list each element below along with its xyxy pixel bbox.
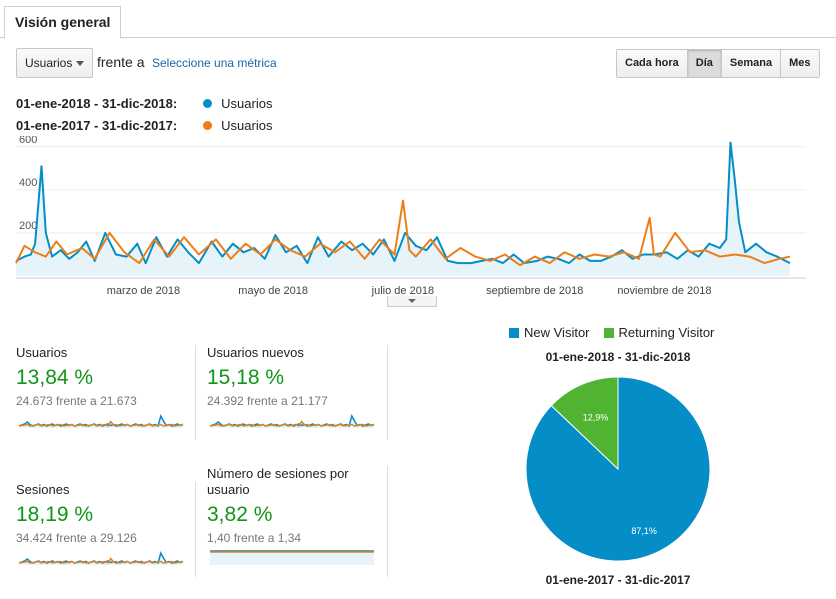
pie-title-current: 01-ene-2018 - 31-dic-2018 [545, 350, 691, 364]
series-area-0 [16, 142, 790, 276]
tile-users[interactable]: Usuarios 13,84 % 24.673 frente a 21.673 [16, 345, 188, 437]
month-button[interactable]: Mes [781, 50, 819, 77]
x-tick-label: mayo de 2018 [238, 285, 308, 297]
y-tick-label: 200 [19, 220, 37, 232]
tile-comparison: 24.392 frente a 21.177 [207, 394, 328, 408]
pie-legend-new[interactable]: New Visitor [524, 325, 590, 340]
series-line-1 [15, 199, 791, 267]
sparkline [18, 414, 184, 428]
tile-value: 15,18 % [207, 366, 285, 389]
series-line-0 [15, 141, 791, 265]
tile-comparison: 24.673 frente a 21.673 [16, 394, 137, 408]
tile-new-users[interactable]: Usuarios nuevos 15,18 % 24.392 frente a … [207, 345, 379, 437]
legend-swatch-icon [603, 327, 614, 338]
granularity-selector: Cada hora Día Semana Mes [616, 49, 820, 78]
pie-slice-label: 12,9% [583, 413, 609, 423]
y-tick-label: 600 [19, 136, 37, 146]
sparkline-previous [18, 557, 184, 565]
metric-select-value: Usuarios [25, 56, 73, 70]
divider [387, 345, 388, 440]
divider [195, 482, 196, 577]
divider [387, 466, 388, 577]
tile-comparison: 1,40 frente a 1,34 [207, 531, 302, 545]
y-tick-label: 400 [19, 177, 37, 189]
pie-slice-label: 87,1% [631, 526, 657, 536]
x-tick-label: noviembre de 2018 [617, 285, 711, 297]
series-dot-icon [203, 99, 213, 108]
sparkline-previous [209, 420, 375, 428]
sparkline [209, 414, 375, 428]
week-button[interactable]: Semana [721, 50, 782, 77]
tile-value: 13,84 % [16, 366, 94, 389]
tile-value: 18,19 % [16, 503, 94, 526]
legend-previous-period: 01-ene-2017 - 31-dic-2017: Usuarios [16, 118, 272, 133]
users-line-chart: 600 400 200 marzo de 2018 mayo de 2018 julio … [15, 136, 806, 297]
legend-swatch-icon [509, 327, 519, 338]
x-tick-label: julio de 2018 [371, 285, 434, 297]
pie-legend: New Visitor Returning Visitor [509, 325, 714, 340]
pie-slice-returning-visitor[interactable] [550, 376, 619, 471]
sparkline-previous [18, 420, 184, 428]
select-metric-link[interactable]: Seleccione una métrica [152, 56, 277, 70]
tile-sessions[interactable]: Sesiones 18,19 % 34.424 frente a 29.126 [16, 482, 188, 574]
hourly-button[interactable]: Cada hora [617, 50, 688, 77]
legend-series: Usuarios [221, 118, 273, 133]
tab-overview[interactable]: Visión general [4, 6, 122, 39]
tile-label: Sesiones [16, 482, 70, 497]
pie-legend-returning[interactable]: Returning Visitor [618, 325, 715, 340]
legend-current-period: 01-ene-2018 - 31-dic-2018: Usuarios [16, 96, 272, 111]
pie-title-previous: 01-ene-2017 - 31-dic-2017 [545, 573, 691, 587]
series-dot-icon [203, 121, 213, 130]
divider [195, 345, 196, 440]
day-button[interactable]: Día [687, 50, 722, 77]
sparkline [18, 551, 184, 565]
sparkline-area [210, 551, 374, 565]
x-tick-label: septiembre de 2018 [486, 285, 583, 297]
tab-bar: Visión general [0, 0, 836, 39]
chevron-down-icon [76, 61, 84, 66]
legend-series: Usuarios [221, 96, 273, 111]
metric-select[interactable]: Usuarios [16, 48, 93, 78]
tile-label: Usuarios nuevos [207, 345, 304, 360]
legend-range: 01-ene-2018 - 31-dic-2018: [16, 96, 178, 111]
tile-label: Usuarios [16, 345, 68, 360]
collapse-chart-handle[interactable] [387, 296, 437, 307]
vs-label: frente a [97, 54, 145, 70]
x-tick-label: marzo de 2018 [107, 285, 180, 297]
tile-label: Número de sesiones por usuario [207, 466, 349, 497]
tile-comparison: 34.424 frente a 29.126 [16, 531, 137, 545]
legend-range: 01-ene-2017 - 31-dic-2017: [16, 118, 178, 133]
tile-value: 3,82 % [207, 503, 273, 526]
tile-sessions-per-user[interactable]: Número de sesiones por usuario 3,82 % 1,… [207, 466, 379, 574]
visitor-type-pie-chart: 87,1% 12,9% [525, 376, 711, 562]
sparkline [210, 550, 374, 565]
